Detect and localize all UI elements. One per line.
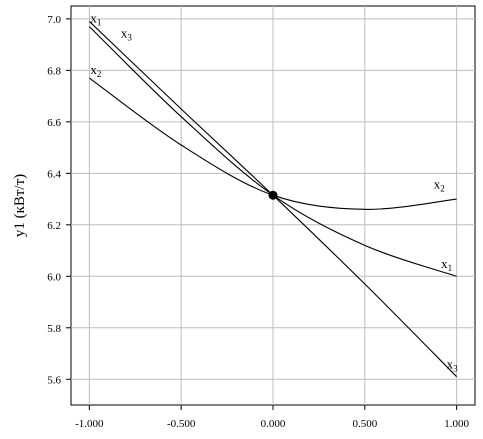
y-tick-label: 5.6 <box>47 374 61 386</box>
grid <box>71 6 475 405</box>
x-tick-label: 1.000 <box>444 418 469 430</box>
series-label-x3: x3 <box>447 357 459 374</box>
y-tick-label: 6.8 <box>47 65 61 77</box>
x-tick-label: -0.500 <box>167 418 196 430</box>
series-label-x2: x2 <box>90 62 101 79</box>
y-tick-label: 6.6 <box>47 117 61 129</box>
x-axis-ticks: -1.000 -0.500 0.000 0.500 1.000 <box>75 405 470 430</box>
y-tick-label: 7.0 <box>47 14 61 26</box>
center-point-group <box>268 190 278 200</box>
series-label-x3: x3 <box>121 25 133 42</box>
series-label-x1: x1 <box>90 11 101 28</box>
x-tick-label: 0.000 <box>261 418 286 430</box>
y-tick-label: 6.0 <box>47 271 61 283</box>
y-axis-title: y1 (кВт/т) <box>12 174 28 237</box>
series-label-x2: x2 <box>434 176 445 193</box>
series-line-x1 <box>88 26 457 277</box>
x-tick-label: 0.500 <box>352 418 377 430</box>
series-label-x1: x1 <box>441 256 452 273</box>
y-tick-label: 5.8 <box>47 323 61 335</box>
x-tick-label: -1.000 <box>75 418 104 430</box>
series-labels: x1 x3 x2 x2 x1 x3 <box>90 11 458 374</box>
center-point <box>268 190 278 200</box>
y-tick-label: 6.4 <box>47 168 61 180</box>
y-axis-ticks: 5.6 5.8 6.0 6.2 6.4 6.6 6.8 7.0 <box>47 14 71 386</box>
y-tick-label: 6.2 <box>47 220 61 232</box>
